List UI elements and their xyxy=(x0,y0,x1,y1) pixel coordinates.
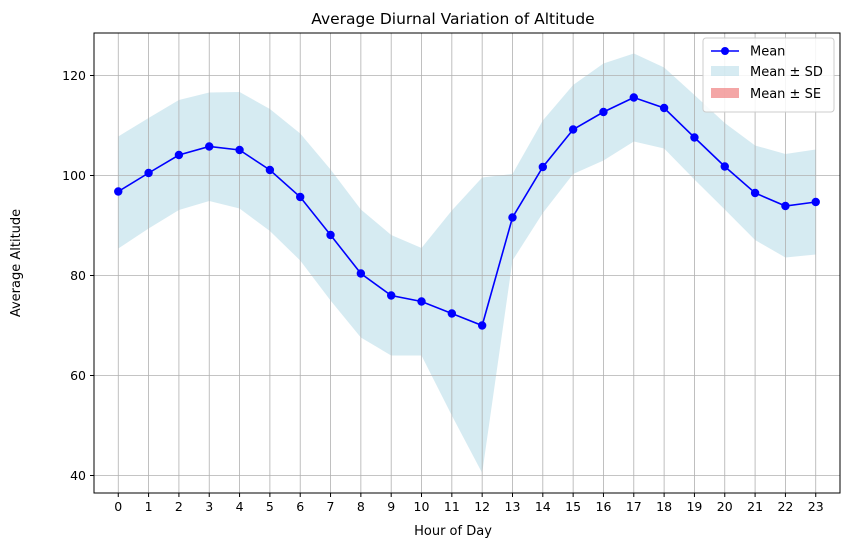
y-axis-title: Average Altitude xyxy=(9,209,24,317)
mean-point xyxy=(690,133,699,142)
x-axis-title: Hour of Day xyxy=(414,524,492,539)
mean-point xyxy=(144,168,153,178)
x-tick-label: 5 xyxy=(266,499,274,514)
y-tick-label: 120 xyxy=(62,68,86,83)
mean-point xyxy=(386,291,396,300)
x-tick-label: 6 xyxy=(296,499,304,514)
x-tick-label: 10 xyxy=(414,499,430,514)
mean-point xyxy=(265,165,275,175)
x-tick-label: 13 xyxy=(505,499,521,514)
legend-label-sd: Mean ± SD xyxy=(750,65,823,80)
x-tick-label: 2 xyxy=(175,499,183,514)
mean-point xyxy=(114,187,123,196)
y-tick-label: 40 xyxy=(70,468,86,483)
mean-line xyxy=(117,96,816,327)
x-tick-label: 18 xyxy=(656,499,672,514)
mean-point xyxy=(508,213,517,222)
mean-point xyxy=(356,269,366,278)
mean-point xyxy=(720,162,729,171)
mean-point xyxy=(205,142,214,151)
x-tick-label: 11 xyxy=(444,499,460,514)
mean-point xyxy=(174,150,184,160)
y-tick-label: 60 xyxy=(70,368,86,383)
mean-point xyxy=(235,145,244,155)
x-tick-label: 19 xyxy=(686,499,702,514)
mean-point xyxy=(417,297,426,306)
x-axis: 0 1 2 3 4 5 6 7 8 9 10 11 12 13 14 15 16 17 18 19 20 21 22 23 xyxy=(114,493,824,514)
x-tick-label: 1 xyxy=(145,499,153,514)
chart-title: Average Diurnal Variation of Altitude xyxy=(311,10,594,28)
mean-point xyxy=(599,107,608,117)
x-tick-label: 3 xyxy=(205,499,213,514)
mean-point xyxy=(811,197,820,207)
sd-band xyxy=(118,53,816,473)
mean-point xyxy=(477,321,487,330)
legend-mean-marker xyxy=(721,47,729,55)
legend-sd-swatch xyxy=(711,66,739,76)
mean-point xyxy=(781,201,790,211)
y-tick-label: 100 xyxy=(62,168,86,183)
legend-label-mean: Mean xyxy=(750,45,785,60)
x-tick-label: 16 xyxy=(596,499,612,514)
legend: Mean Mean ± SD Mean ± SE xyxy=(702,37,835,113)
x-tick-label: 23 xyxy=(808,499,824,514)
mean-point xyxy=(447,309,457,318)
series-layer xyxy=(114,93,820,330)
x-tick-label: 9 xyxy=(387,499,395,514)
x-tick-label: 14 xyxy=(535,499,551,514)
y-tick-label: 80 xyxy=(70,268,86,283)
x-tick-label: 0 xyxy=(114,499,122,514)
mean-point xyxy=(296,192,305,202)
x-tick-label: 7 xyxy=(327,499,335,514)
x-tick-label: 21 xyxy=(747,499,763,514)
x-tick-label: 15 xyxy=(565,499,581,514)
mean-point xyxy=(629,93,638,102)
mean-point xyxy=(326,230,335,240)
x-tick-label: 22 xyxy=(777,499,793,514)
mean-point xyxy=(538,162,548,172)
mean-point xyxy=(750,188,760,198)
x-tick-label: 8 xyxy=(357,499,365,514)
x-tick-label: 4 xyxy=(236,499,244,514)
x-tick-label: 20 xyxy=(717,499,733,514)
x-tick-label: 12 xyxy=(474,499,490,514)
legend-se-swatch xyxy=(711,88,739,98)
sd-band-layer xyxy=(118,53,816,473)
legend-label-se: Mean ± SE xyxy=(750,87,821,102)
y-axis: 40 60 80 100 120 xyxy=(62,68,94,483)
x-tick-label: 17 xyxy=(626,499,642,514)
mean-point xyxy=(568,125,578,134)
mean-point xyxy=(659,103,669,113)
plot-frame xyxy=(93,32,841,494)
